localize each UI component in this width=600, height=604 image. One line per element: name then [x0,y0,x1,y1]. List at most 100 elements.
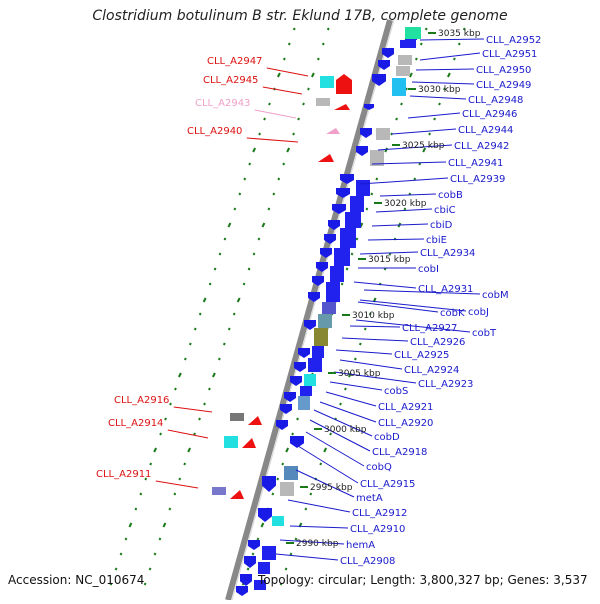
gene-box [322,302,336,314]
gene-label-right: CLL_A2948 [468,95,523,106]
strand-tick [358,342,362,346]
strand-tick [169,402,172,406]
strand-tick [447,72,451,78]
gene-arrow [290,436,304,448]
strand-tick [178,477,182,481]
gene-label-right: metA [356,493,383,504]
strand-tick [462,27,466,31]
topology-text: Topology: circular; Length: 3,800,327 bp… [258,573,588,587]
strand-tick [403,207,407,211]
gene-arrow [284,392,296,402]
strand-tick [227,222,232,228]
strand-tick [405,87,408,91]
strand-tick [277,177,281,181]
leader-line [325,391,377,407]
kbp-label: 3030 kbp [418,85,461,95]
strand-tick [390,132,394,136]
gene-arrow [364,104,374,110]
gene-label-left: CLL_A2911 [96,469,151,480]
gene-arrow [356,146,368,156]
gene-label-right: cobM [482,290,509,301]
gene-label-right: CLL_A2939 [450,174,505,185]
strand-tick [178,372,182,378]
gene-label-right: cbiD [430,220,453,231]
strand-tick [297,117,300,121]
leader-line [246,137,299,143]
strand-tick [438,102,441,106]
strand-tick [276,477,280,481]
gene-box [312,346,324,358]
strand-tick [149,462,153,466]
strand-tick [272,192,276,196]
leader-line [297,445,359,484]
strand-tick [134,507,138,511]
strand-tick [457,42,461,46]
strand-tick [365,207,369,211]
strand-tick [311,72,315,78]
strand-tick [428,132,432,136]
gene-box [254,580,266,590]
gene-labels: CLL_A2952 CLL_A2951 CLL_A2950 CLL_A2949 CLL_… [96,35,541,567]
gene-label-right: CLL_A2949 [476,80,531,91]
strand-tick [326,27,330,31]
strand-tick [287,42,291,46]
strand-tick [187,447,192,453]
gene-arrow [326,128,340,134]
leader-line [295,469,355,498]
gene-box [326,282,340,302]
leader-line [391,128,457,135]
strand-tick [316,57,320,61]
strand-tick [277,72,281,78]
strand-tick [433,117,436,121]
strand-tick [292,27,296,31]
gene-arrow [240,574,252,586]
gene-label-left: CLL_A2916 [114,395,169,406]
strand-tick [159,432,163,436]
gene-arrow [320,248,332,258]
strand-tick [452,57,456,61]
strand-tick [258,132,262,136]
gene-box [318,314,332,328]
gene-arrow [248,416,262,425]
kbp-label: 3005 kbp [338,369,381,379]
leader-line [279,539,345,545]
leader-line [329,381,383,391]
strand-tick [109,582,113,586]
leader-line [359,177,449,185]
gene-label-right: cobB [438,190,463,201]
gene-box [272,516,284,526]
strand-tick [232,312,236,316]
strand-tick [247,267,251,271]
gene-box [212,487,226,495]
leader-line [419,38,485,41]
leader-line [339,359,403,370]
gene-box [405,27,421,39]
gene-arrow [248,540,260,550]
gene-arrow [332,204,346,214]
leader-line [379,193,437,197]
leader-line [375,208,433,213]
leader-line [349,325,401,328]
leader-line [377,144,453,151]
gene-box [258,562,270,574]
strand-tick [304,507,308,511]
gene-arrow [312,276,324,286]
gene-arrow [328,220,340,230]
strand-tick [285,447,290,453]
gene-box [304,374,316,386]
gene-label-right: hemA [346,540,375,551]
strand-tick [128,522,133,528]
kbp-markers: 3035 kbp 3030 kbp 3025 kbp 3020 kbp 3015 kbp… [286,29,481,549]
gene-label-right: cbiE [426,235,447,246]
gene-box [392,78,406,96]
gene-label-right: CLL_A2908 [340,556,395,567]
strand-tick [238,192,242,196]
strand-tick [355,237,359,241]
strand-tick [223,237,227,241]
gene-label-right: cbiC [434,205,456,216]
strand-tick [268,102,271,106]
strand-tick [193,327,197,331]
gene-box [330,266,344,282]
gene-arrow [276,420,288,430]
gene-box [400,40,416,48]
